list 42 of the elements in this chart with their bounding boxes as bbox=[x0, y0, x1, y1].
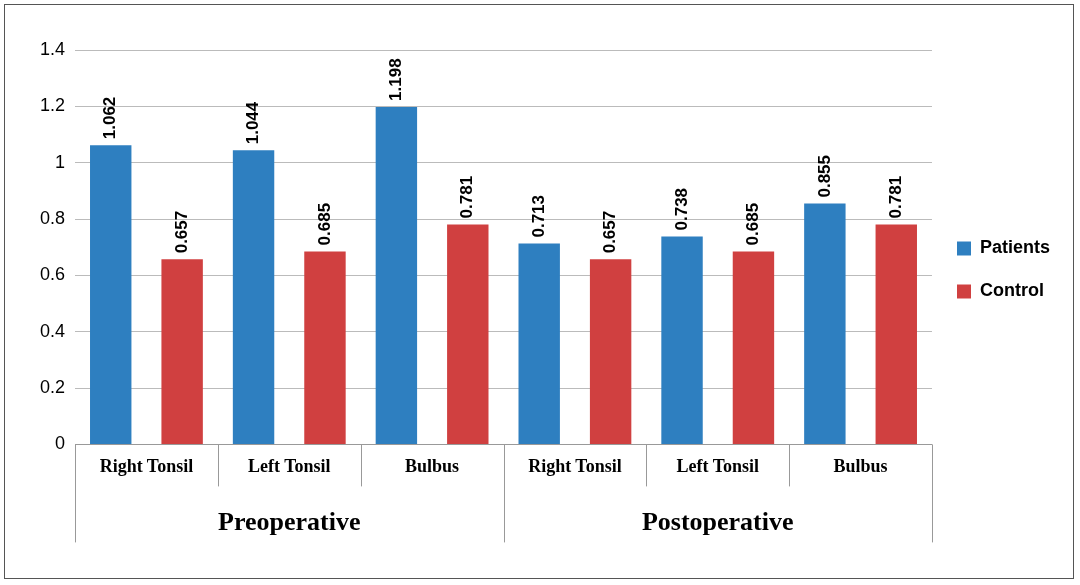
y-tick-label: 0.6 bbox=[39, 264, 66, 285]
bar bbox=[804, 203, 846, 444]
x-tick-label: Right Tonsil bbox=[528, 455, 622, 476]
data-label: 0.685 bbox=[314, 202, 334, 246]
data-label: 0.781 bbox=[885, 175, 905, 219]
text: Preoperative bbox=[218, 507, 361, 537]
data-label: 0.738 bbox=[671, 187, 691, 231]
bar bbox=[589, 259, 632, 444]
y-tick-label: 0.4 bbox=[39, 320, 66, 341]
x-tick-label: Bulbus bbox=[833, 455, 888, 476]
data-label: 0.685 bbox=[743, 202, 763, 246]
bar bbox=[304, 251, 346, 444]
data-label: 1.062 bbox=[100, 96, 120, 140]
data-label: 0.713 bbox=[528, 194, 548, 238]
legend-label: Patients bbox=[979, 237, 1051, 258]
y-tick-label: 0 bbox=[55, 433, 66, 454]
bar bbox=[447, 224, 489, 444]
data-label: 1.198 bbox=[386, 58, 406, 101]
x-tick-label: Left Tonsil bbox=[676, 455, 759, 476]
bar bbox=[90, 145, 132, 444]
y-tick-label: 0.2 bbox=[39, 377, 66, 398]
data-label: 0.781 bbox=[457, 175, 477, 219]
data-label: 1.044 bbox=[243, 101, 263, 145]
y-tick-label: 1.2 bbox=[39, 95, 66, 116]
bar bbox=[732, 251, 775, 444]
bar bbox=[161, 259, 203, 444]
y-tick-label: 0.8 bbox=[39, 208, 66, 228]
y-tick-label: 1.4 bbox=[39, 38, 66, 59]
y-tick-label: 1 bbox=[55, 151, 66, 172]
legend-label: Control bbox=[979, 280, 1044, 301]
x-tick-label: Bulbus bbox=[405, 455, 460, 476]
data-label: 0.657 bbox=[171, 210, 191, 254]
bar bbox=[875, 224, 917, 444]
data-label: 0.855 bbox=[814, 154, 834, 198]
bar bbox=[375, 106, 418, 444]
text: Postoperative bbox=[641, 507, 794, 537]
data-label: 0.657 bbox=[600, 210, 620, 254]
x-tick-label: Right Tonsil bbox=[99, 455, 194, 476]
x-tick-label: Left Tonsil bbox=[248, 455, 331, 476]
bar bbox=[232, 150, 275, 444]
bar bbox=[518, 243, 560, 444]
bar bbox=[661, 236, 703, 444]
